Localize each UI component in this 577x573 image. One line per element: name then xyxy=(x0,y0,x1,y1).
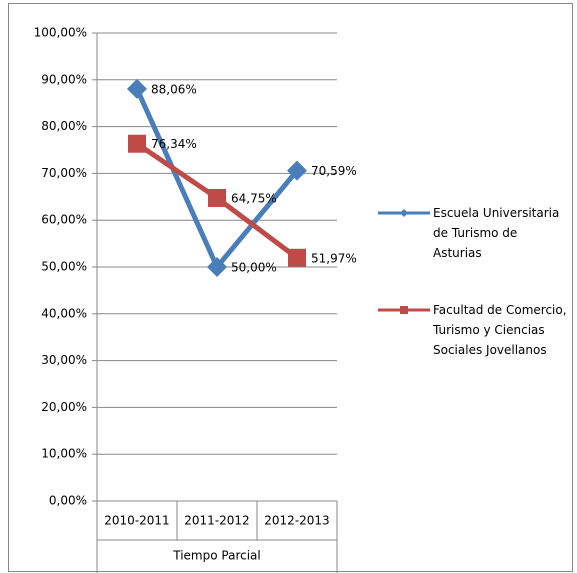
y-tick-label: 70,00% xyxy=(41,166,87,180)
marker xyxy=(400,306,408,314)
legend-label: Facultad de Comercio, Turismo y Ciencias… xyxy=(433,303,567,357)
x-group-label: Tiempo Parcial xyxy=(172,549,260,563)
data-label: 64,75% xyxy=(231,191,277,205)
chart-border xyxy=(8,3,573,572)
data-label: 76,34% xyxy=(151,137,197,151)
marker xyxy=(208,188,226,207)
x-tick-label: 2011-2012 xyxy=(184,514,249,528)
x-tick-label: 2010-2011 xyxy=(104,514,169,528)
y-tick-label: 90,00% xyxy=(41,72,87,86)
y-tick-label: 60,00% xyxy=(41,213,87,227)
data-label: 51,97% xyxy=(311,251,357,265)
marker xyxy=(128,134,146,153)
y-tick-label: 100,00% xyxy=(34,26,87,40)
marker xyxy=(127,78,147,99)
x-tick-label: 2012-2013 xyxy=(264,514,329,528)
y-tick-label: 10,00% xyxy=(41,447,87,461)
marker xyxy=(288,248,306,267)
legend-label: Escuela Universitaria de Turismo de Astu… xyxy=(433,206,560,260)
data-label: 70,59% xyxy=(311,164,357,178)
y-tick-label: 20,00% xyxy=(41,400,87,414)
y-tick-label: 50,00% xyxy=(41,260,87,274)
data-label: 50,00% xyxy=(231,261,277,275)
y-tick-label: 30,00% xyxy=(41,353,87,367)
marker xyxy=(400,209,408,217)
data-label: 88,06% xyxy=(151,82,197,96)
marker xyxy=(207,257,227,277)
marker xyxy=(287,160,307,181)
y-tick-label: 80,00% xyxy=(41,119,87,133)
y-tick-label: 40,00% xyxy=(41,306,87,320)
y-tick-label: 0,00% xyxy=(49,494,87,508)
